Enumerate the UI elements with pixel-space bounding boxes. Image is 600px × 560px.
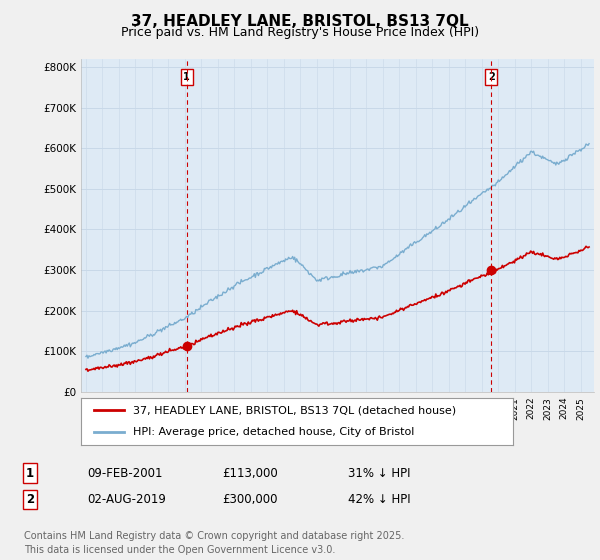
Text: 2: 2 [488, 72, 495, 82]
Text: 1: 1 [184, 72, 190, 82]
Text: 37, HEADLEY LANE, BRISTOL, BS13 7QL (detached house): 37, HEADLEY LANE, BRISTOL, BS13 7QL (det… [133, 405, 456, 416]
Text: 37, HEADLEY LANE, BRISTOL, BS13 7QL: 37, HEADLEY LANE, BRISTOL, BS13 7QL [131, 14, 469, 29]
Text: £113,000: £113,000 [222, 466, 278, 480]
Text: 31% ↓ HPI: 31% ↓ HPI [348, 466, 410, 480]
Text: £300,000: £300,000 [222, 493, 277, 506]
Text: HPI: Average price, detached house, City of Bristol: HPI: Average price, detached house, City… [133, 427, 414, 437]
Text: Contains HM Land Registry data © Crown copyright and database right 2025.
This d: Contains HM Land Registry data © Crown c… [24, 531, 404, 555]
Text: 42% ↓ HPI: 42% ↓ HPI [348, 493, 410, 506]
Text: 1: 1 [26, 466, 34, 480]
Text: 09-FEB-2001: 09-FEB-2001 [87, 466, 163, 480]
Text: Price paid vs. HM Land Registry's House Price Index (HPI): Price paid vs. HM Land Registry's House … [121, 26, 479, 39]
Text: 02-AUG-2019: 02-AUG-2019 [87, 493, 166, 506]
Text: 2: 2 [26, 493, 34, 506]
